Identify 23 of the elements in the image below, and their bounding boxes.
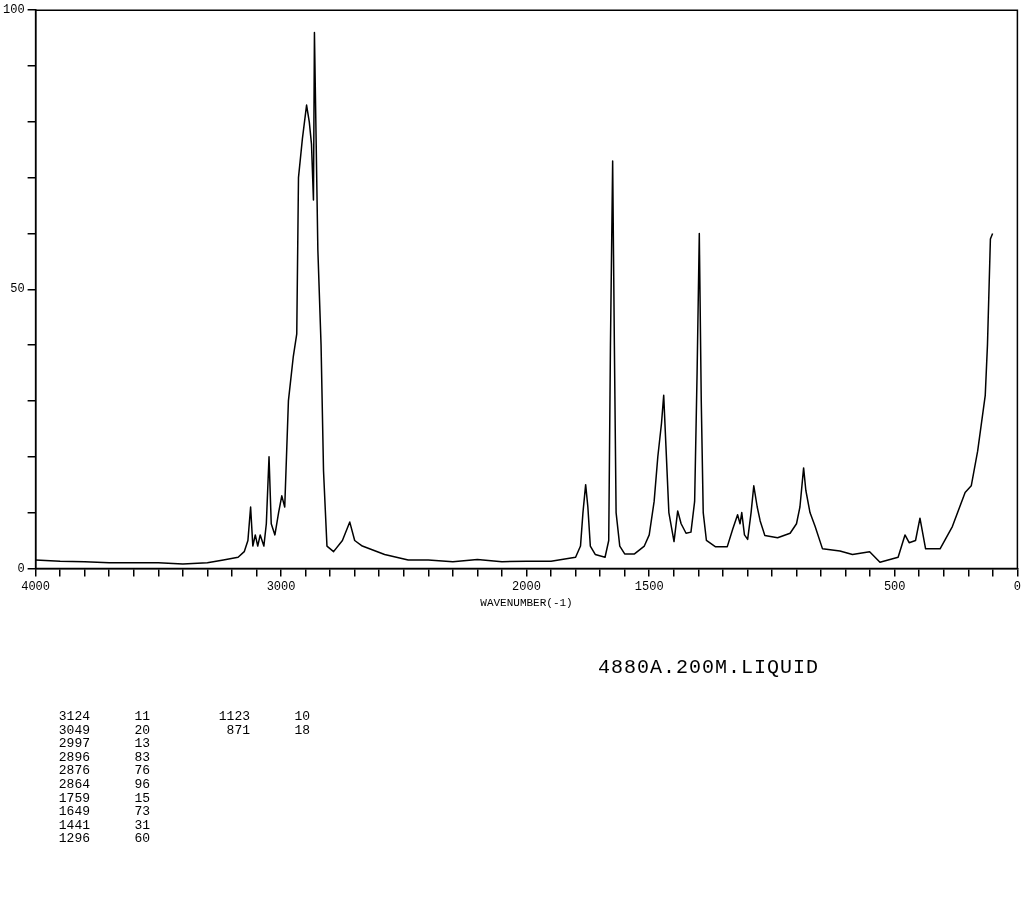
y-tick-label: 0 xyxy=(17,561,25,576)
text: 1123 10 xyxy=(218,709,310,724)
text: 1296 60 xyxy=(58,831,150,847)
x-axis-title: WAVENUMBER(-1) xyxy=(480,597,573,610)
text: 2876 76 xyxy=(58,763,150,779)
text: 1759 15 xyxy=(58,790,150,806)
x-tick-label: 3000 xyxy=(266,579,296,594)
text: 3124 11 xyxy=(58,709,150,724)
x-tick-label: 0 xyxy=(1013,579,1021,594)
text: 4880A.200M.LIQUID xyxy=(598,656,820,679)
y-tick-label: 100 xyxy=(2,3,25,18)
text: 2896 83 xyxy=(58,749,150,765)
x-tick-label: 4000 xyxy=(21,579,51,594)
text: 1649 73 xyxy=(58,804,150,820)
x-tick-label: 500 xyxy=(883,579,906,594)
x-tick-label: 2000 xyxy=(512,579,541,594)
text: 1441 31 xyxy=(58,817,150,833)
text: 3049 20 xyxy=(58,722,150,738)
x-tick-label: 1500 xyxy=(634,579,664,594)
text: 2864 96 xyxy=(58,776,150,792)
text: 871 18 xyxy=(226,722,310,738)
y-tick-label: 50 xyxy=(10,282,25,297)
text: 2997 13 xyxy=(58,736,150,752)
